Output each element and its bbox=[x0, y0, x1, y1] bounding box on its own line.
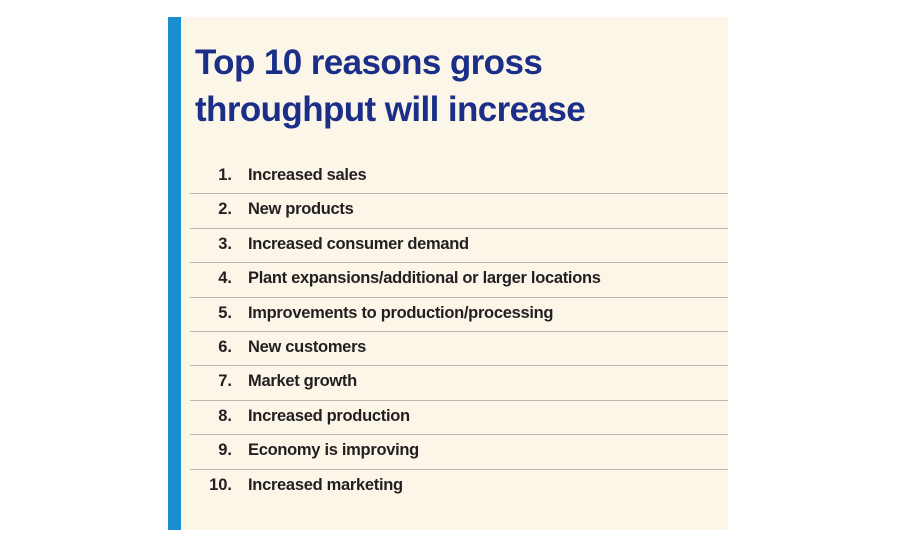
separator bbox=[190, 331, 728, 332]
list-item: 10. Increased marketing bbox=[190, 468, 728, 502]
separator bbox=[190, 434, 728, 436]
item-number: 10. bbox=[209, 475, 232, 494]
list-item: 5. Improvements to production/processing bbox=[190, 296, 728, 330]
item-text: Improvements to production/processing bbox=[248, 303, 554, 322]
list-item: 8. Increased production bbox=[190, 399, 728, 433]
item-text: New products bbox=[248, 200, 354, 219]
item-text: Increased production bbox=[248, 406, 410, 425]
item-text: Market growth bbox=[248, 372, 357, 391]
list-panel: Top 10 reasons gross throughput will incr… bbox=[168, 17, 728, 530]
item-number: 3. bbox=[218, 234, 232, 253]
list-item: 4. Plant expansions/additional or larger … bbox=[190, 261, 728, 295]
accent-bar bbox=[168, 17, 181, 530]
separator bbox=[190, 365, 728, 367]
item-number: 5. bbox=[218, 303, 232, 322]
item-number: 6. bbox=[218, 338, 232, 356]
separator bbox=[190, 296, 728, 298]
item-number: 8. bbox=[218, 406, 232, 425]
item-text: Increased marketing bbox=[248, 475, 403, 494]
item-number: 2. bbox=[218, 200, 232, 219]
item-text: Increased sales bbox=[248, 166, 367, 184]
list-item: 9. Economy is improving bbox=[190, 433, 728, 467]
separator bbox=[190, 227, 728, 229]
item-number: 1. bbox=[218, 166, 232, 184]
separator bbox=[190, 468, 728, 470]
item-text: Plant expansions/additional or larger lo… bbox=[248, 269, 601, 288]
item-text: New customers bbox=[248, 338, 367, 356]
item-number: 9. bbox=[218, 441, 232, 460]
separator bbox=[190, 193, 728, 195]
list-item: 6. New customers bbox=[190, 330, 728, 364]
title-line: throughput will increase bbox=[195, 90, 586, 129]
list-item: 7. Market growth bbox=[190, 364, 728, 398]
item-number: 7. bbox=[218, 372, 232, 391]
list-item: 1. Increased sales bbox=[190, 158, 728, 192]
item-text: Increased consumer demand bbox=[248, 234, 469, 253]
separator bbox=[190, 399, 728, 401]
separator bbox=[190, 262, 728, 264]
item-number: 4. bbox=[218, 269, 232, 288]
list-item: 2. New products bbox=[190, 192, 728, 226]
list-item: 3. Increased consumer demand bbox=[190, 227, 728, 261]
item-text: Economy is improving bbox=[248, 441, 419, 460]
title-line: Top 10 reasons gross bbox=[195, 43, 543, 82]
